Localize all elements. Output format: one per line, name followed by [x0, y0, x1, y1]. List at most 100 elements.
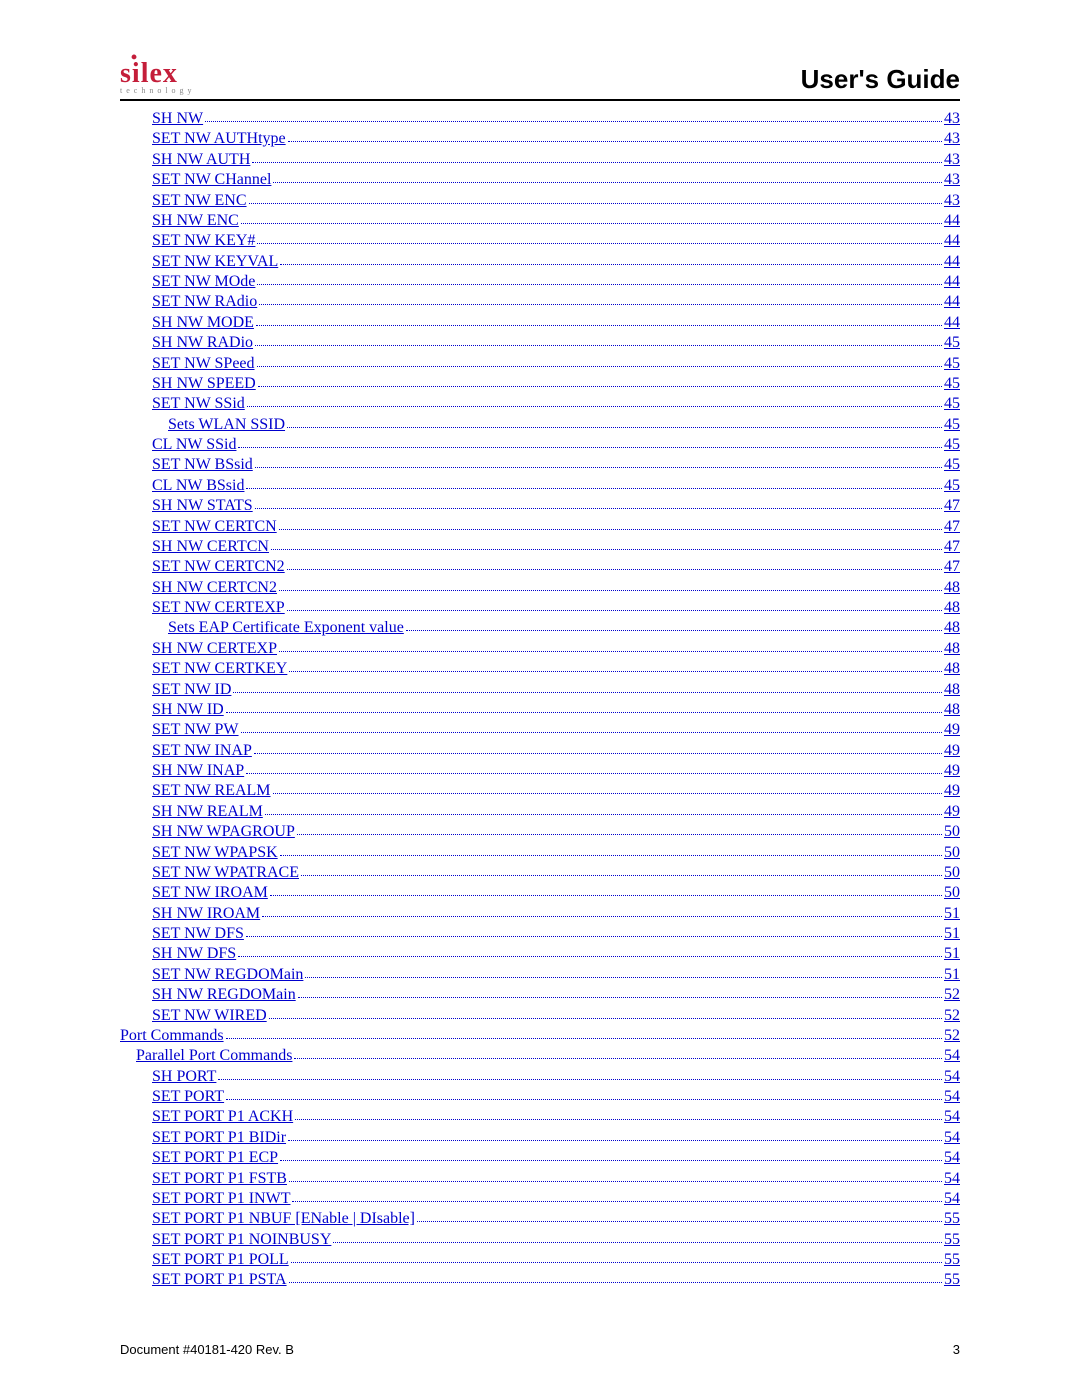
toc-page-number[interactable]: 54: [944, 1169, 960, 1188]
toc-page-number[interactable]: 54: [944, 1189, 960, 1208]
toc-page-number[interactable]: 45: [944, 476, 960, 495]
toc-link[interactable]: SH NW INAP: [152, 761, 244, 780]
toc-page-number[interactable]: 45: [944, 374, 960, 393]
toc-page-number[interactable]: 44: [944, 211, 960, 230]
toc-link[interactable]: SET PORT P1 PSTA: [152, 1270, 287, 1289]
toc-page-number[interactable]: 45: [944, 354, 960, 373]
toc-link[interactable]: SH NW CERTCN2: [152, 578, 277, 597]
toc-link[interactable]: SET NW BSsid: [152, 455, 253, 474]
toc-link[interactable]: SET NW SSid: [152, 394, 245, 413]
toc-page-number[interactable]: 45: [944, 333, 960, 352]
toc-page-number[interactable]: 55: [944, 1250, 960, 1269]
toc-link[interactable]: Sets EAP Certificate Exponent value: [168, 618, 404, 637]
toc-link[interactable]: SET NW IROAM: [152, 883, 268, 902]
toc-link[interactable]: SET NW WPAPSK: [152, 843, 278, 862]
toc-page-number[interactable]: 45: [944, 435, 960, 454]
toc-page-number[interactable]: 47: [944, 557, 960, 576]
toc-link[interactable]: SET PORT P1 FSTB: [152, 1169, 287, 1188]
toc-page-number[interactable]: 48: [944, 598, 960, 617]
toc-link[interactable]: SH NW CERTEXP: [152, 639, 277, 658]
toc-page-number[interactable]: 43: [944, 150, 960, 169]
toc-page-number[interactable]: 54: [944, 1067, 960, 1086]
toc-page-number[interactable]: 52: [944, 1026, 960, 1045]
toc-page-number[interactable]: 55: [944, 1209, 960, 1228]
toc-link[interactable]: SET NW CERTKEY: [152, 659, 287, 678]
toc-page-number[interactable]: 54: [944, 1128, 960, 1147]
toc-link[interactable]: SET NW SPeed: [152, 354, 255, 373]
toc-link[interactable]: SET NW CERTCN: [152, 517, 277, 536]
toc-link[interactable]: SET NW AUTHtype: [152, 129, 286, 148]
toc-link[interactable]: SET PORT P1 POLL: [152, 1250, 289, 1269]
toc-link[interactable]: CL NW SSid: [152, 435, 236, 454]
toc-link[interactable]: SET PORT P1 ACKH: [152, 1107, 293, 1126]
toc-page-number[interactable]: 48: [944, 700, 960, 719]
toc-link[interactable]: SET NW REGDOMain: [152, 965, 303, 984]
toc-page-number[interactable]: 48: [944, 680, 960, 699]
toc-link[interactable]: SET NW WPATRACE: [152, 863, 299, 882]
toc-link[interactable]: SH NW REALM: [152, 802, 263, 821]
toc-link[interactable]: SET NW CERTCN2: [152, 557, 285, 576]
toc-page-number[interactable]: 49: [944, 741, 960, 760]
toc-page-number[interactable]: 51: [944, 944, 960, 963]
toc-page-number[interactable]: 44: [944, 231, 960, 250]
toc-link[interactable]: SET NW ENC: [152, 191, 247, 210]
toc-page-number[interactable]: 54: [944, 1148, 960, 1167]
toc-page-number[interactable]: 44: [944, 292, 960, 311]
toc-link[interactable]: SET NW KEY#: [152, 231, 255, 250]
toc-link[interactable]: SET NW KEYVAL: [152, 252, 278, 271]
toc-link[interactable]: SET NW CERTEXP: [152, 598, 285, 617]
toc-page-number[interactable]: 47: [944, 517, 960, 536]
toc-link[interactable]: SET NW ID: [152, 680, 231, 699]
toc-link[interactable]: SET NW REALM: [152, 781, 271, 800]
toc-link[interactable]: SH NW REGDOMain: [152, 985, 296, 1004]
toc-link[interactable]: SH NW MODE: [152, 313, 254, 332]
toc-page-number[interactable]: 44: [944, 313, 960, 332]
toc-link[interactable]: SH NW WPAGROUP: [152, 822, 295, 841]
toc-page-number[interactable]: 45: [944, 455, 960, 474]
toc-page-number[interactable]: 50: [944, 863, 960, 882]
toc-link[interactable]: SH NW ENC: [152, 211, 239, 230]
toc-link[interactable]: Port Commands: [120, 1026, 224, 1045]
toc-link[interactable]: SET PORT P1 BIDir: [152, 1128, 286, 1147]
toc-link[interactable]: SET PORT P1 ECP: [152, 1148, 278, 1167]
toc-link[interactable]: SH NW STATS: [152, 496, 253, 515]
toc-page-number[interactable]: 47: [944, 537, 960, 556]
toc-page-number[interactable]: 50: [944, 843, 960, 862]
toc-page-number[interactable]: 48: [944, 578, 960, 597]
toc-page-number[interactable]: 49: [944, 761, 960, 780]
toc-link[interactable]: Sets WLAN SSID: [168, 415, 285, 434]
toc-page-number[interactable]: 45: [944, 394, 960, 413]
toc-page-number[interactable]: 45: [944, 415, 960, 434]
toc-link[interactable]: SH NW DFS: [152, 944, 236, 963]
toc-page-number[interactable]: 47: [944, 496, 960, 515]
toc-link[interactable]: SH NW IROAM: [152, 904, 260, 923]
toc-link[interactable]: SET NW PW: [152, 720, 239, 739]
toc-page-number[interactable]: 51: [944, 924, 960, 943]
toc-link[interactable]: SET NW RAdio: [152, 292, 257, 311]
toc-link[interactable]: SET NW DFS: [152, 924, 244, 943]
toc-page-number[interactable]: 43: [944, 109, 960, 128]
toc-page-number[interactable]: 49: [944, 720, 960, 739]
toc-page-number[interactable]: 49: [944, 781, 960, 800]
toc-link[interactable]: CL NW BSsid: [152, 476, 244, 495]
toc-page-number[interactable]: 43: [944, 170, 960, 189]
toc-link[interactable]: Parallel Port Commands: [136, 1046, 292, 1065]
toc-page-number[interactable]: 43: [944, 129, 960, 148]
toc-link[interactable]: SET NW CHannel: [152, 170, 271, 189]
toc-page-number[interactable]: 49: [944, 802, 960, 821]
toc-page-number[interactable]: 52: [944, 985, 960, 1004]
toc-link[interactable]: SET NW MOde: [152, 272, 255, 291]
toc-link[interactable]: SH NW: [152, 109, 203, 128]
toc-link[interactable]: SH PORT: [152, 1067, 216, 1086]
toc-page-number[interactable]: 52: [944, 1006, 960, 1025]
toc-page-number[interactable]: 51: [944, 965, 960, 984]
toc-page-number[interactable]: 48: [944, 659, 960, 678]
toc-link[interactable]: SET PORT: [152, 1087, 224, 1106]
toc-link[interactable]: SET NW WIRED: [152, 1006, 267, 1025]
toc-page-number[interactable]: 51: [944, 904, 960, 923]
toc-link[interactable]: SET PORT P1 NBUF [ENable | DIsable]: [152, 1209, 415, 1228]
toc-page-number[interactable]: 44: [944, 252, 960, 271]
toc-page-number[interactable]: 43: [944, 191, 960, 210]
toc-page-number[interactable]: 54: [944, 1107, 960, 1126]
toc-page-number[interactable]: 55: [944, 1230, 960, 1249]
